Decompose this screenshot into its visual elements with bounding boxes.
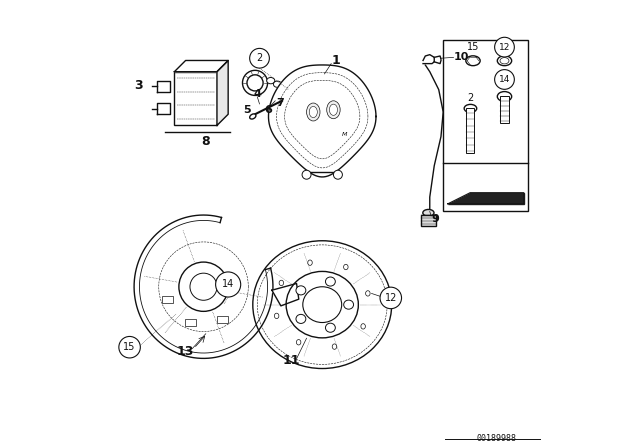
Text: 4: 4	[253, 89, 261, 99]
Text: 15: 15	[124, 342, 136, 352]
Ellipse shape	[286, 271, 358, 338]
Text: 13: 13	[177, 345, 195, 358]
Ellipse shape	[275, 313, 279, 319]
Circle shape	[250, 48, 269, 68]
Circle shape	[333, 170, 342, 179]
Ellipse shape	[326, 101, 340, 119]
Text: 1: 1	[332, 54, 340, 67]
Polygon shape	[423, 55, 435, 64]
Text: M: M	[342, 132, 348, 137]
Circle shape	[302, 170, 311, 179]
Ellipse shape	[497, 91, 511, 101]
Text: 2: 2	[467, 93, 474, 103]
Polygon shape	[134, 215, 273, 358]
Circle shape	[495, 69, 515, 89]
Bar	[163, 296, 173, 303]
Circle shape	[119, 336, 140, 358]
Circle shape	[190, 273, 217, 300]
Text: 8: 8	[202, 134, 210, 148]
Bar	[421, 215, 436, 226]
Ellipse shape	[332, 344, 337, 349]
Circle shape	[243, 70, 268, 95]
Polygon shape	[448, 193, 524, 204]
Ellipse shape	[344, 264, 348, 270]
Ellipse shape	[250, 114, 256, 119]
Text: 14: 14	[222, 280, 234, 289]
Ellipse shape	[423, 209, 434, 216]
Ellipse shape	[497, 56, 511, 66]
Ellipse shape	[361, 323, 365, 329]
Text: 3: 3	[134, 78, 143, 92]
Polygon shape	[272, 284, 299, 306]
Bar	[443, 40, 529, 211]
Ellipse shape	[330, 104, 337, 116]
Text: 00189988: 00189988	[477, 434, 517, 443]
Ellipse shape	[466, 56, 480, 66]
Text: 15: 15	[467, 42, 479, 52]
Circle shape	[495, 37, 515, 57]
Circle shape	[380, 287, 401, 309]
Ellipse shape	[296, 340, 301, 345]
Polygon shape	[217, 60, 228, 125]
Ellipse shape	[267, 78, 275, 84]
Text: 6: 6	[264, 105, 273, 115]
Circle shape	[216, 272, 241, 297]
Polygon shape	[157, 103, 170, 114]
Text: 12: 12	[499, 43, 510, 52]
Ellipse shape	[464, 104, 477, 112]
Ellipse shape	[253, 241, 392, 369]
Polygon shape	[269, 65, 376, 177]
Ellipse shape	[296, 286, 306, 295]
Ellipse shape	[500, 58, 509, 64]
Ellipse shape	[344, 300, 353, 309]
Text: 2: 2	[257, 53, 262, 63]
Text: 10: 10	[453, 52, 469, 62]
Bar	[500, 96, 509, 123]
Polygon shape	[157, 81, 170, 92]
Polygon shape	[174, 60, 228, 72]
Ellipse shape	[307, 103, 320, 121]
Ellipse shape	[326, 277, 335, 286]
Text: 14: 14	[499, 75, 510, 84]
Circle shape	[179, 262, 228, 311]
Bar	[467, 108, 474, 153]
Bar	[217, 316, 228, 323]
Text: 7: 7	[276, 98, 284, 108]
Circle shape	[247, 75, 263, 91]
Ellipse shape	[303, 287, 342, 323]
Ellipse shape	[296, 314, 306, 323]
Ellipse shape	[309, 107, 317, 118]
Text: 11: 11	[282, 354, 300, 367]
Text: 12: 12	[385, 293, 397, 303]
Bar	[185, 319, 196, 326]
Text: 5: 5	[244, 105, 252, 115]
Ellipse shape	[308, 260, 312, 265]
Bar	[174, 72, 217, 125]
Ellipse shape	[273, 81, 282, 87]
Text: 9: 9	[431, 214, 439, 224]
Ellipse shape	[279, 280, 284, 286]
Ellipse shape	[326, 323, 335, 332]
Ellipse shape	[365, 291, 370, 296]
